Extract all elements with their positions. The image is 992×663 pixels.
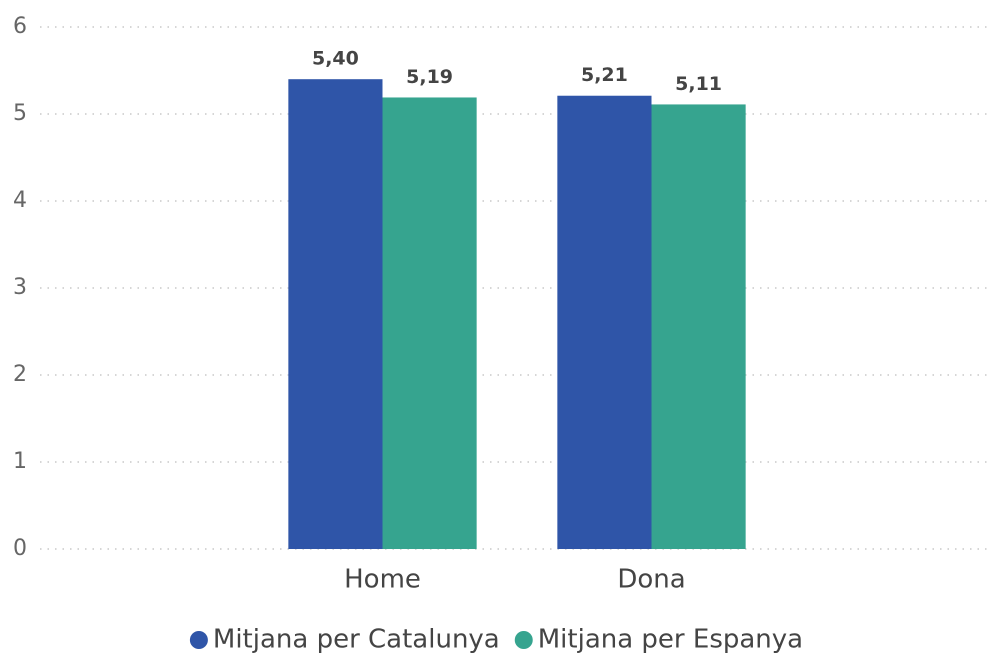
y-tick-label: 5 xyxy=(13,101,27,126)
bar xyxy=(382,97,477,549)
y-tick-label: 0 xyxy=(13,536,27,561)
bar xyxy=(288,79,383,549)
legend-label: Mitjana per Catalunya xyxy=(213,625,500,655)
value-label: 5,40 xyxy=(312,48,359,70)
legend: Mitjana per Catalunya Mitjana per Espanya xyxy=(189,625,803,655)
y-tick-label: 4 xyxy=(13,188,27,213)
x-tick-label: Dona xyxy=(617,565,685,595)
legend-marker xyxy=(189,631,208,649)
y-tick-label: 1 xyxy=(13,449,27,474)
x-tick-label: Home xyxy=(344,565,421,595)
legend-marker xyxy=(514,631,533,649)
bar xyxy=(557,95,652,549)
y-tick-label: 3 xyxy=(13,275,27,300)
legend-label: Mitjana per Espanya xyxy=(538,625,803,655)
value-label: 5,21 xyxy=(581,64,628,86)
y-tick-label: 2 xyxy=(13,362,27,387)
value-label: 5,19 xyxy=(406,66,453,88)
y-tick-label: 6 xyxy=(13,14,27,39)
bar xyxy=(651,104,746,550)
value-label: 5,11 xyxy=(675,73,722,95)
